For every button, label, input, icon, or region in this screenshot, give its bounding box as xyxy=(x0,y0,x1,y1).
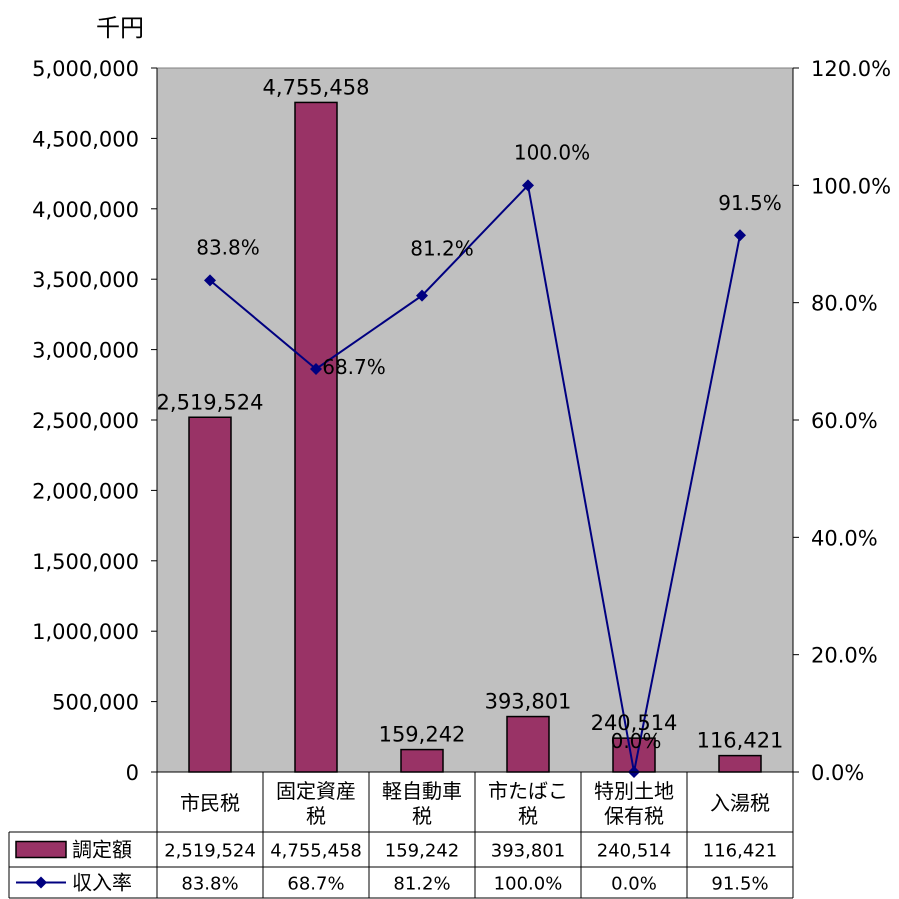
category-label: 入湯税 xyxy=(710,791,770,815)
right-tick-label: 20.0% xyxy=(811,644,878,668)
left-tick-label: 3,500,000 xyxy=(32,268,139,292)
left-tick-label: 1,500,000 xyxy=(32,550,139,574)
table-cell-value: 116,421 xyxy=(703,841,777,862)
bar xyxy=(400,748,444,773)
table-cell-value: 68.7% xyxy=(287,874,344,895)
right-tick-label: 40.0% xyxy=(811,526,878,550)
right-tick-label: 100.0% xyxy=(811,174,891,198)
left-tick-label: 0 xyxy=(126,761,139,785)
category-label: 市たばこ xyxy=(488,779,568,803)
line-point xyxy=(416,289,428,302)
right-tick-label: 120.0% xyxy=(811,57,891,81)
line-data-label: 100.0% xyxy=(514,140,590,164)
right-tick-label: 0.0% xyxy=(811,761,864,785)
category-label: 特別土地 xyxy=(594,779,674,803)
legend-line-marker xyxy=(35,876,47,889)
bar-data-label: 4,755,458 xyxy=(263,75,370,99)
line-data-label: 0.0% xyxy=(611,729,662,753)
left-tick-label: 4,000,000 xyxy=(32,198,139,222)
bar-data-label: 116,421 xyxy=(697,729,784,753)
table-cell-value: 393,801 xyxy=(491,841,565,862)
table-cell-value: 4,755,458 xyxy=(270,841,362,862)
right-tick-label: 80.0% xyxy=(811,292,878,316)
left-tick-label: 5,000,000 xyxy=(32,57,139,81)
line-point xyxy=(522,179,534,192)
category-label: 税 xyxy=(306,804,326,828)
legend-line-name: 収入率 xyxy=(72,871,132,895)
category-label: 税 xyxy=(518,804,538,828)
line-point xyxy=(734,229,746,242)
bar xyxy=(294,101,338,773)
category-label: 税 xyxy=(412,804,432,828)
category-label: 保有税 xyxy=(604,804,664,828)
legend-bar-key xyxy=(15,840,67,859)
left-tick-label: 3,000,000 xyxy=(32,339,139,363)
left-tick-label: 2,500,000 xyxy=(32,409,139,433)
line-data-label: 68.7% xyxy=(322,355,386,379)
left-tick-label: 2,000,000 xyxy=(32,479,139,503)
left-tick-label: 4,500,000 xyxy=(32,127,139,151)
bar-data-label: 2,519,524 xyxy=(157,390,264,414)
category-label: 軽自動車 xyxy=(382,779,462,803)
table-cell-value: 159,242 xyxy=(385,841,459,862)
plot-area xyxy=(156,67,794,773)
line-point xyxy=(204,274,216,287)
line-point xyxy=(310,362,322,375)
left-tick-label: 500,000 xyxy=(52,691,139,715)
table-cell-value: 0.0% xyxy=(611,874,657,895)
category-label: 市民税 xyxy=(180,791,240,815)
table-cell-value: 240,514 xyxy=(597,841,671,862)
table-cell-value: 83.8% xyxy=(181,874,238,895)
line-series xyxy=(209,183,741,773)
bar xyxy=(718,754,762,773)
left-tick-label: 1,000,000 xyxy=(32,620,139,644)
bar xyxy=(188,416,232,773)
line-data-label: 83.8% xyxy=(196,235,260,259)
table-cell-value: 100.0% xyxy=(494,874,563,895)
table-cell-value: 2,519,524 xyxy=(164,841,256,862)
line-data-label: 91.5% xyxy=(718,191,782,215)
unit-label: 千円 xyxy=(96,14,144,42)
legend-bar-name: 調定額 xyxy=(72,838,132,862)
table-cell-value: 91.5% xyxy=(711,874,768,895)
bar-data-label: 393,801 xyxy=(485,690,572,714)
bar-data-label: 240,514 xyxy=(591,711,678,735)
category-label: 固定資産 xyxy=(276,779,356,803)
line-data-label: 81.2% xyxy=(410,237,474,261)
bar xyxy=(506,715,550,773)
table-cell-value: 81.2% xyxy=(393,874,450,895)
right-tick-label: 60.0% xyxy=(811,409,878,433)
bar-data-label: 159,242 xyxy=(379,723,466,747)
